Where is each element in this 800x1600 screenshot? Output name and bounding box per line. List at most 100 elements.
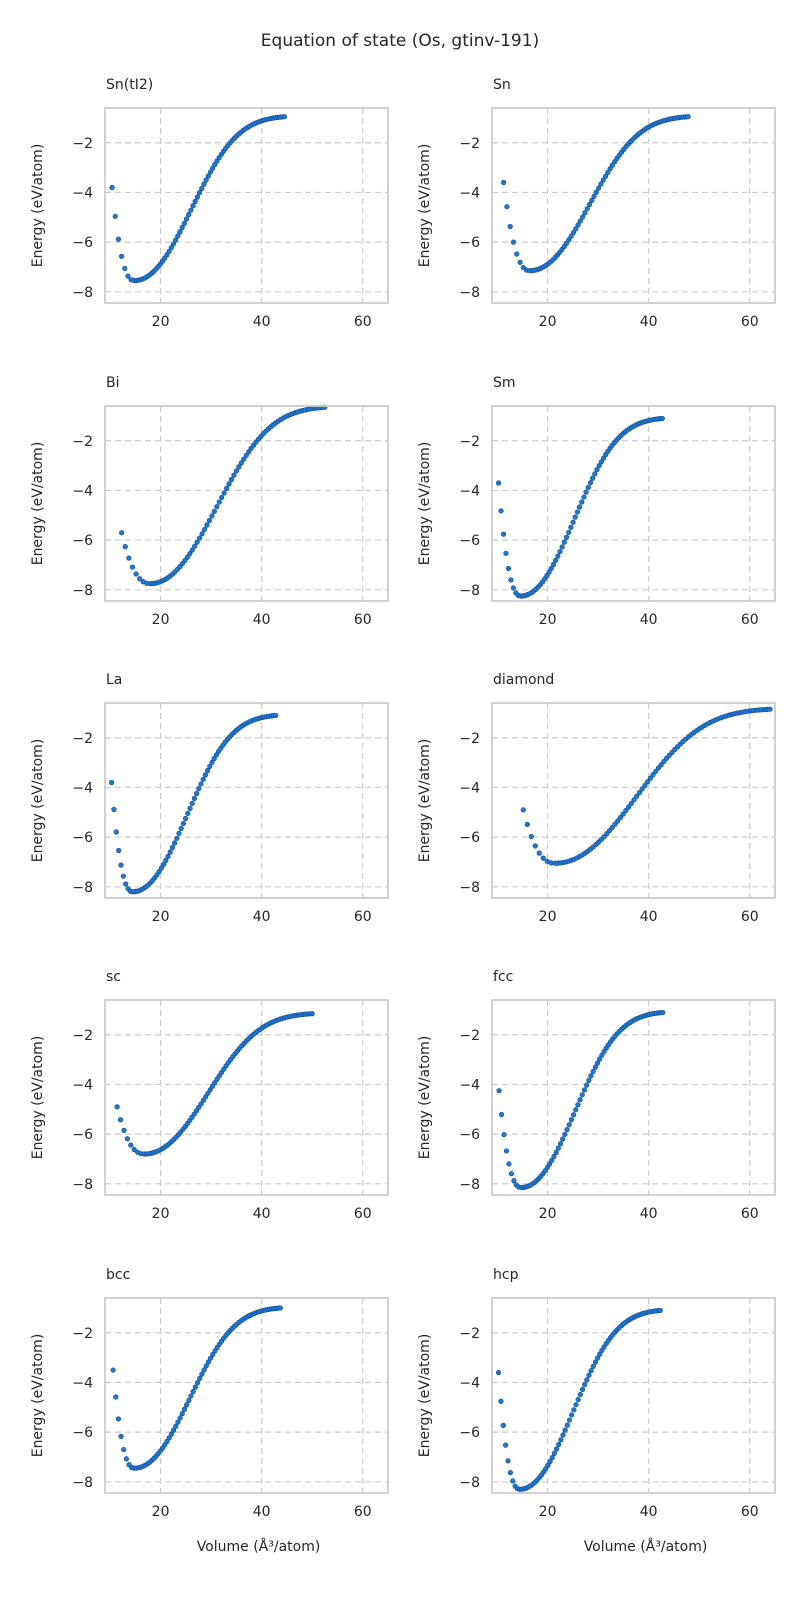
data-point	[566, 1122, 572, 1128]
y-tick-label: −4	[72, 780, 93, 796]
data-point	[514, 251, 520, 257]
data-point	[188, 207, 194, 213]
x-axis-label: Volume (Å³/atom)	[584, 1538, 708, 1555]
data-point	[615, 818, 621, 824]
data-point	[185, 810, 191, 817]
data-point	[112, 213, 118, 219]
y-tick-label: −6	[72, 235, 93, 251]
y-tick-label: −6	[72, 533, 93, 549]
x-tick-label: 40	[253, 1504, 271, 1520]
data-point	[590, 475, 596, 481]
data-point	[131, 1146, 137, 1153]
data-point	[137, 576, 143, 582]
x-tick-label: 60	[354, 612, 372, 628]
panel-sn: Sn −2 −4 −6 −8 20 40 60 Energy (eV/atom)	[417, 77, 776, 330]
data-point	[168, 245, 174, 251]
data-point	[109, 184, 115, 191]
data-point	[175, 1419, 181, 1425]
data-point	[226, 481, 232, 487]
panel-la: La −2 −4 −6 −8 20 40 60 Energy (eV/atom)	[30, 672, 389, 925]
data-point	[572, 514, 578, 520]
data-point	[564, 1127, 570, 1133]
data-point	[553, 557, 559, 563]
data-point	[120, 873, 126, 879]
data-point	[113, 829, 119, 835]
panel-title: La	[106, 672, 122, 688]
data-point	[685, 114, 691, 120]
y-tick-label: −8	[72, 880, 93, 896]
data-point	[190, 1388, 196, 1395]
data-point	[163, 857, 169, 864]
data-point	[206, 517, 213, 524]
data-point	[590, 1068, 596, 1075]
y-axis-label: Energy (eV/atom)	[30, 1334, 46, 1458]
data-point	[116, 847, 122, 854]
data-point	[179, 1411, 185, 1417]
data-point	[498, 508, 504, 514]
x-tick-label: 20	[152, 909, 170, 925]
data-point	[187, 551, 193, 557]
data-point	[623, 807, 629, 814]
data-point	[505, 565, 512, 572]
data-point	[559, 544, 565, 550]
data-point	[505, 1458, 511, 1464]
data-point	[582, 210, 588, 216]
data-point	[634, 793, 640, 799]
data-point	[309, 1011, 315, 1017]
plot-frame	[491, 999, 776, 1196]
y-tick-label: −6	[72, 1425, 93, 1441]
data-point	[209, 513, 215, 519]
y-tick-label: −2	[72, 136, 93, 152]
data-point	[612, 821, 618, 827]
data-point	[192, 543, 198, 549]
data-point	[566, 529, 572, 535]
data-point	[500, 531, 507, 537]
data-point	[511, 1178, 517, 1184]
data-point	[202, 772, 208, 778]
data-point	[177, 229, 183, 235]
x-tick-label: 60	[354, 1504, 372, 1520]
x-tick-label: 60	[741, 909, 759, 925]
y-tick-label: −2	[72, 434, 93, 450]
panel-title: Bi	[106, 375, 120, 391]
data-point	[207, 169, 214, 175]
data-point	[631, 797, 637, 803]
data-point	[524, 821, 530, 828]
data-point	[161, 861, 167, 868]
plot-frame	[491, 107, 776, 304]
data-point	[555, 1145, 561, 1151]
plot-frame	[104, 702, 389, 899]
panel-sm: Sm −2 −4 −6 −8 20 40 60 Energy (eV/atom)	[417, 375, 776, 628]
data-point	[650, 772, 656, 778]
data-point	[564, 1422, 570, 1428]
plot-frame	[104, 1297, 389, 1494]
data-point	[199, 185, 205, 191]
x-tick-label: 60	[354, 1206, 372, 1222]
x-tick-label: 60	[354, 909, 372, 925]
data-point	[219, 494, 225, 501]
plot-frame	[104, 405, 389, 602]
data-point	[642, 782, 648, 788]
data-point	[175, 233, 181, 239]
data-point	[551, 1153, 557, 1160]
data-point	[510, 1478, 516, 1484]
data-point	[576, 504, 583, 510]
data-point	[510, 585, 516, 591]
plot-frame	[104, 107, 389, 304]
data-point	[503, 1148, 510, 1154]
plot-frame	[491, 702, 776, 899]
data-point	[645, 779, 651, 785]
y-axis-label: Energy (eV/atom)	[30, 442, 46, 566]
data-point	[128, 1142, 134, 1148]
plot-frame	[491, 405, 776, 602]
data-point	[187, 805, 193, 812]
data-point	[573, 1107, 579, 1113]
x-tick-label: 40	[253, 909, 271, 925]
data-point	[586, 201, 593, 208]
data-point	[557, 548, 563, 555]
data-point	[583, 489, 589, 495]
data-point	[221, 490, 227, 496]
data-point	[498, 1398, 504, 1404]
data-point	[585, 484, 591, 491]
